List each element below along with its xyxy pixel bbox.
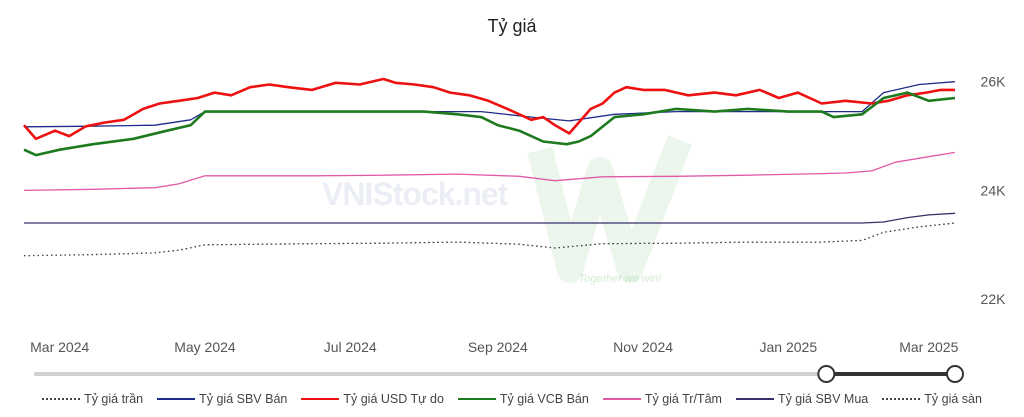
legend-label: Tỷ giá Tr/Tâm xyxy=(644,392,722,406)
series-line-floor[interactable] xyxy=(23,222,956,257)
x-tick-label: Mar 2025 xyxy=(899,339,958,355)
x-axis: Mar 2024 May 2024 Jul 2024 Sep 2024 Nov 2024… xyxy=(30,339,958,355)
legend-item-ceiling[interactable]: Tỷ giá trần xyxy=(42,392,143,406)
slider-handle-start[interactable] xyxy=(817,365,836,383)
range-slider[interactable] xyxy=(34,365,964,383)
legend-label: Tỷ giá SBV Bán xyxy=(199,392,288,406)
legend-swatch xyxy=(457,398,496,400)
legend-item-usd_free[interactable]: Tỷ giá USD Tự do xyxy=(301,392,444,406)
series-line-sbv_sell[interactable] xyxy=(23,81,956,128)
legend-swatch xyxy=(735,398,774,400)
y-tick-label: 24K xyxy=(981,182,1007,198)
legend-item-vcb_sell[interactable]: Tỷ giá VCB Bán xyxy=(457,392,589,406)
watermark-v-shape xyxy=(527,135,693,283)
legend-item-central[interactable]: Tỷ giá Tr/Tâm xyxy=(602,392,722,406)
legend-swatch xyxy=(157,398,196,400)
legend-swatch xyxy=(301,398,340,400)
series-line-vcb_sell[interactable] xyxy=(23,91,956,157)
legend-label: Tỷ giá sàn xyxy=(924,392,982,406)
slider-handle-end[interactable] xyxy=(946,365,964,383)
watermark-logo: Together we win! xyxy=(527,135,693,285)
y-tick-label: 26K xyxy=(981,74,1007,90)
series-line-usd_free[interactable] xyxy=(23,77,955,141)
series-layer xyxy=(23,77,956,257)
legend-item-sbv_buy[interactable]: Tỷ giá SBV Mua xyxy=(735,392,869,406)
legend-label: Tỷ giá SBV Mua xyxy=(777,392,869,406)
series-line-central[interactable] xyxy=(23,151,956,192)
legend-item-sbv_sell[interactable]: Tỷ giá SBV Bán xyxy=(157,392,287,406)
legend-label: Tỷ giá VCB Bán xyxy=(499,392,589,406)
x-tick-label: Mar 2024 xyxy=(30,339,89,355)
legend-item-floor[interactable]: Tỷ giá sàn xyxy=(882,392,982,406)
series-line-sbv_buy[interactable] xyxy=(24,212,956,224)
legend-swatch xyxy=(602,398,641,400)
legend-label: Tỷ giá USD Tự do xyxy=(343,392,444,406)
legend-swatch xyxy=(882,398,921,400)
watermark: VNIStock.net xyxy=(322,176,508,212)
chart-title: Tỷ giá xyxy=(487,16,537,36)
x-tick-label: Jul 2024 xyxy=(324,339,377,355)
legend: Tỷ giá trần Tỷ giá SBV Bán Tỷ giá USD Tự d… xyxy=(0,388,1024,410)
x-tick-label: Jan 2025 xyxy=(760,339,818,355)
legend-swatch xyxy=(42,398,81,400)
x-tick-label: Nov 2024 xyxy=(613,339,673,355)
watermark-tagline: Together we win! xyxy=(579,273,662,285)
legend-label: Tỷ giá trần xyxy=(84,392,144,406)
y-axis: 26K 24K 22K xyxy=(981,74,1007,307)
y-tick-label: 22K xyxy=(981,291,1007,307)
x-tick-label: May 2024 xyxy=(174,339,236,355)
series-line-ceiling[interactable] xyxy=(23,222,956,257)
x-tick-label: Sep 2024 xyxy=(468,339,528,355)
